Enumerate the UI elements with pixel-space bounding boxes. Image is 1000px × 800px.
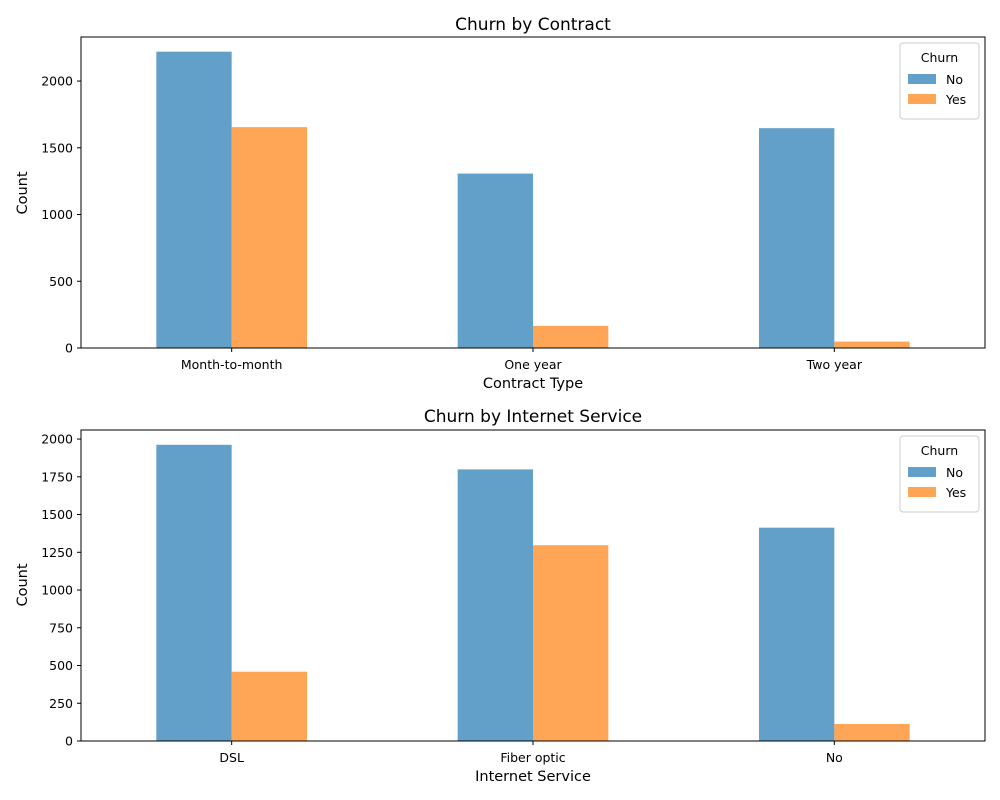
bar-two-year-yes [834,341,910,348]
legend-swatch-no [908,74,936,84]
y-tick-label: 250 [49,696,73,711]
legend-label-no: No [946,72,963,87]
plot-frame [80,429,986,742]
y-tick-label: 0 [65,341,73,356]
legend-title: Churn [921,50,958,65]
x-tick-label: One year [504,357,562,372]
x-tick-label: DSL [219,750,244,765]
legend-label-yes: Yes [945,92,966,107]
y-tick-label: 1750 [41,469,73,484]
bar-dsl-yes [231,671,307,741]
y-tick-label: 2000 [41,74,73,89]
legend-label-yes: Yes [945,485,966,500]
y-tick-label: 1000 [41,207,73,222]
legend: Churn No Yes [899,435,980,513]
bar-fiber-optic-yes [533,545,609,741]
x-tick-label: Two year [806,357,863,372]
x-tick-label: No [826,750,843,765]
y-tick-label: 0 [65,734,73,749]
chart-churn-by-contract: Churn by Contract Contract Type Count 0 5… [15,15,986,392]
bar-fiber-optic-no [457,469,533,741]
bar-one-year-yes [533,325,609,348]
y-tick-label: 1250 [41,545,73,560]
x-tick-label: Month-to-month [181,357,283,372]
y-tick-label: 1500 [41,507,73,522]
x-tick-label: Fiber optic [500,750,565,765]
y-tick-label: 750 [49,620,73,635]
y-ticks: 0 250 500 750 1000 1250 1500 1750 2000 [41,432,81,749]
bar-no-yes [834,723,910,741]
bar-one-year-no [457,173,533,348]
bars [156,444,910,741]
legend-swatch-yes [908,94,936,104]
x-ticks: DSL Fiber optic No [219,741,843,765]
bars [156,51,910,349]
legend: Churn No Yes [899,42,980,120]
legend-title: Churn [921,443,958,458]
bar-no-no [759,527,835,741]
bar-two-year-no [759,128,835,348]
chart-title: Churn by Contract [455,15,611,35]
y-tick-label: 1000 [41,583,73,598]
y-tick-label: 1500 [41,140,73,155]
y-axis-label: Count [15,563,31,606]
x-axis-label: Contract Type [483,376,583,392]
chart-title: Churn by Internet Service [424,407,642,427]
y-ticks: 0 500 1000 1500 2000 [41,74,81,356]
bar-month-to-month-yes [231,127,307,348]
y-tick-label: 500 [49,658,73,673]
legend-label-no: No [946,465,963,480]
plot-frame [80,36,986,349]
y-tick-label: 500 [49,274,73,289]
x-axis-label: Internet Service [475,769,591,785]
x-ticks: Month-to-month One year Two year [181,348,863,372]
bar-dsl-no [156,444,232,741]
y-tick-label: 2000 [41,432,73,447]
y-axis-label: Count [15,171,31,214]
bar-month-to-month-no [156,51,232,349]
chart-churn-by-internet-service: Churn by Internet Service Internet Servi… [15,407,986,785]
legend-swatch-yes [908,487,936,497]
legend-swatch-no [908,467,936,477]
